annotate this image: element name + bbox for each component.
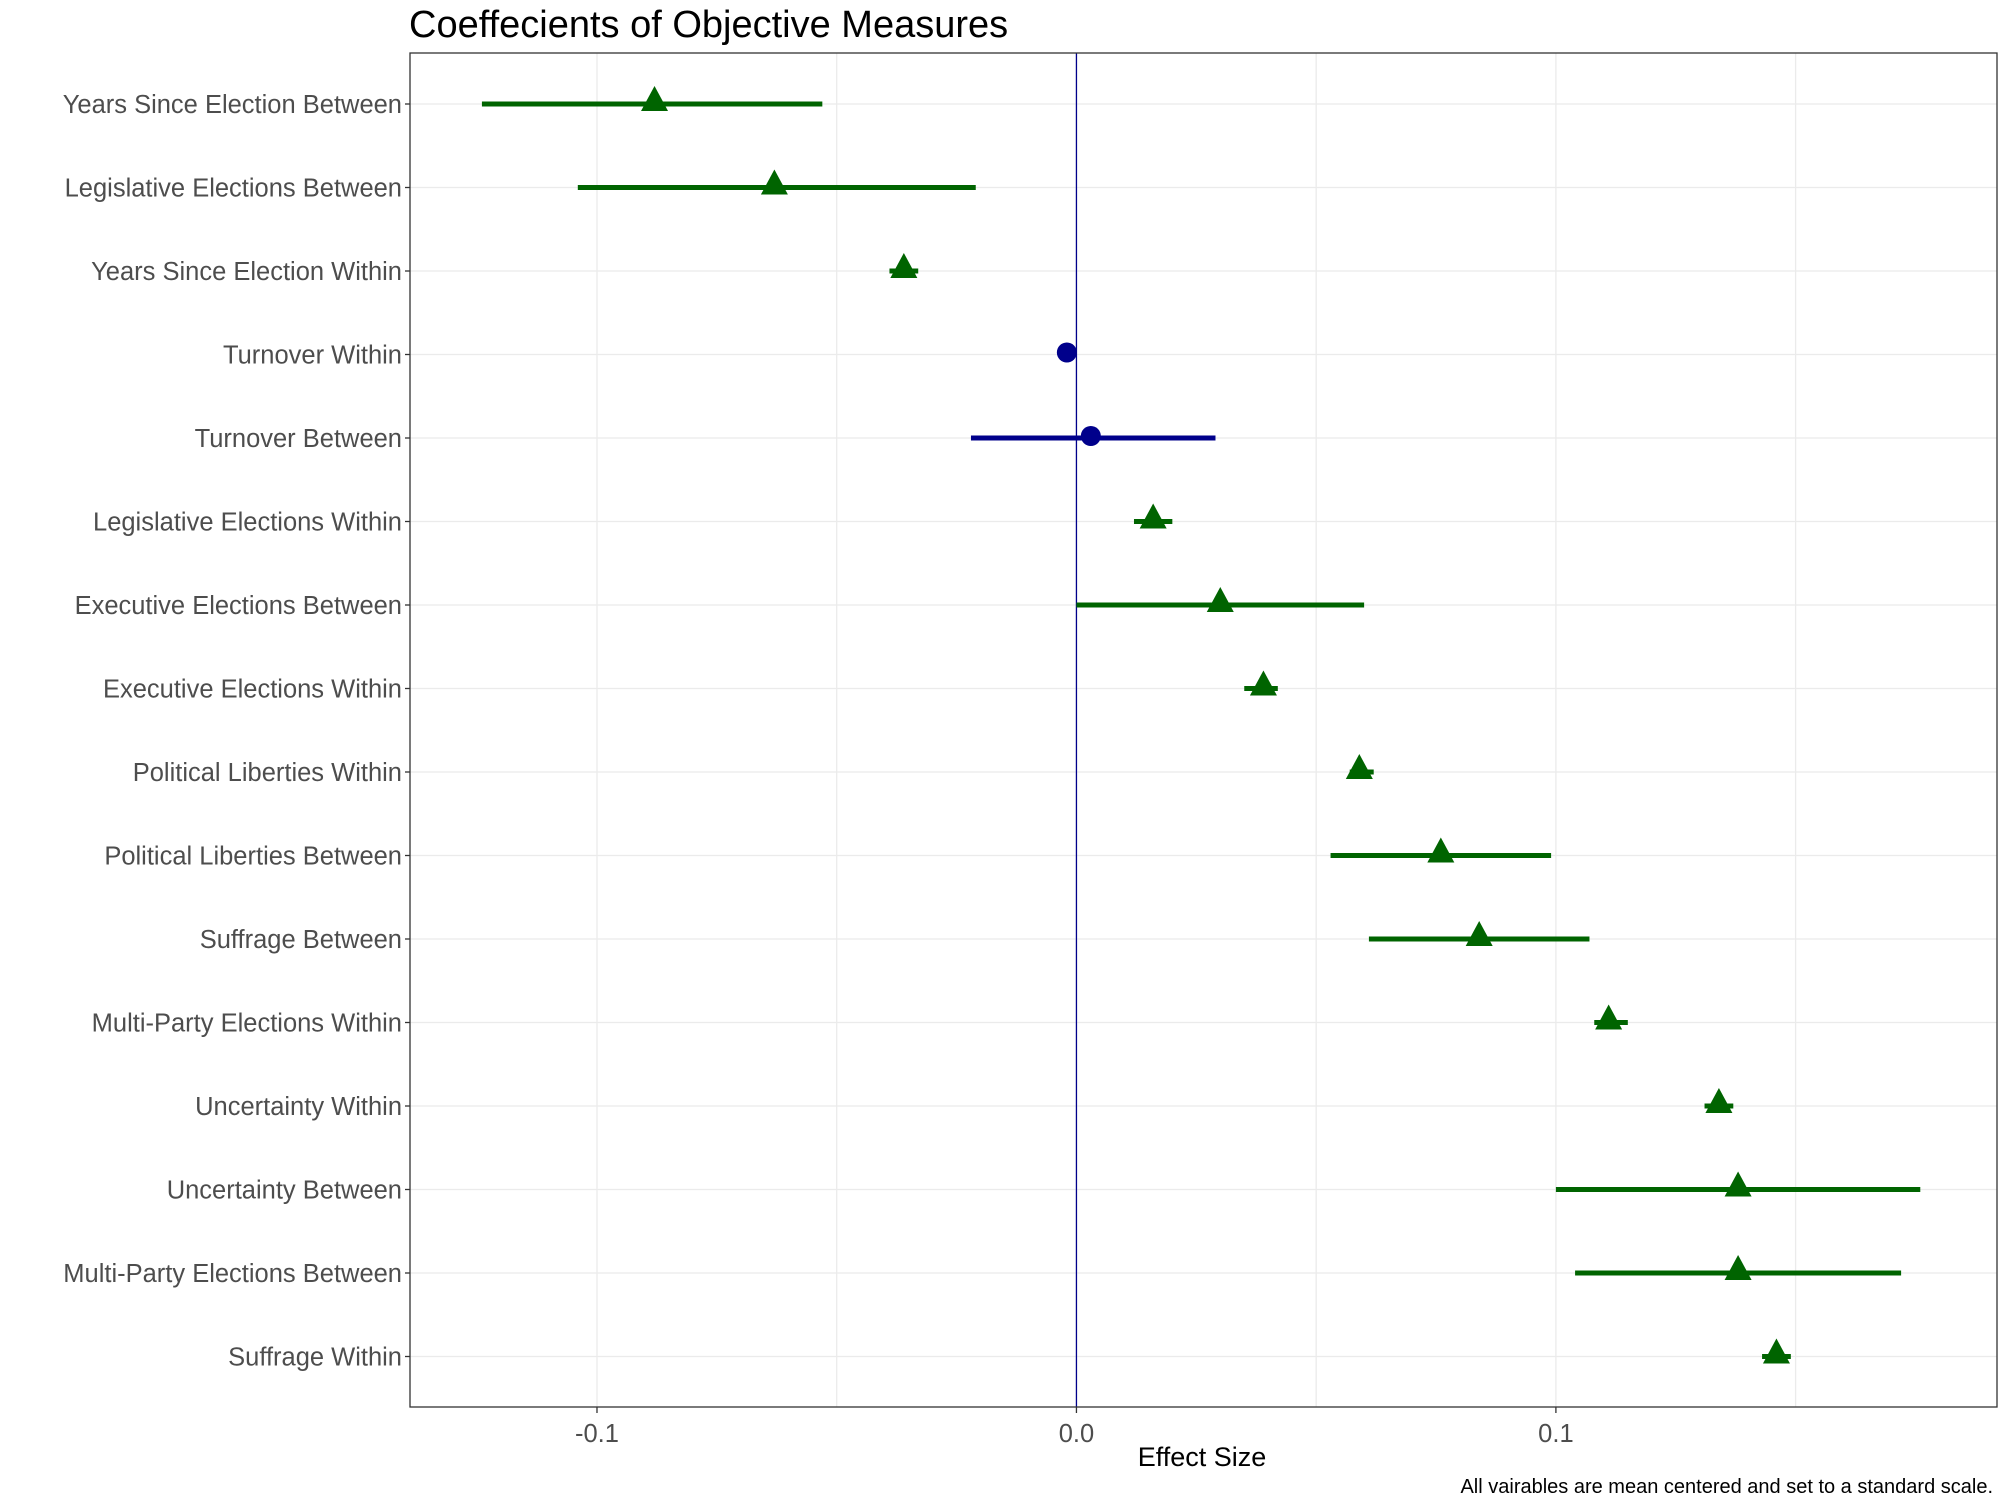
x-tick-label: -0.1 [575,1420,619,1448]
point-estimate [1705,1088,1733,1113]
plot-panel [409,52,1998,1408]
y-tick-label: Multi-Party Elections Between [63,1260,402,1288]
point-estimate [1724,1255,1752,1280]
y-tick-label: Multi-Party Elections Within [92,1010,402,1038]
y-tick-label: Political Liberties Between [104,843,402,871]
y-tick-label: Years Since Election Between [63,91,402,119]
y-tick-label: Executive Elections Between [75,592,402,620]
y-tick-label: Suffrage Within [228,1344,402,1372]
y-tick-label: Years Since Election Within [91,258,402,286]
x-tick-label: 0.0 [1059,1420,1094,1448]
point-estimate [1206,587,1234,612]
point-estimate [1080,426,1101,446]
y-tick-label: Executive Elections Within [103,676,402,704]
data-marks [481,86,1921,1364]
point-estimate [1427,837,1455,863]
y-tick-label: Legislative Elections Within [93,509,402,537]
grid-lines [410,53,1997,1407]
point-estimate [641,86,669,111]
y-tick-label: Legislative Elections Between [65,175,402,203]
x-axis: -0.1 0.0 0.1 [575,1407,1574,1448]
y-tick-label: Uncertainty Within [195,1093,402,1121]
point-estimate [1724,1171,1752,1197]
chart-caption: All vairables are mean centered and set … [1460,1476,1993,1498]
y-tick-label: Political Liberties Within [133,759,402,787]
x-tick-label: 0.1 [1538,1420,1573,1448]
point-estimate [1465,921,1493,946]
y-tick-label: Turnover Within [223,342,402,370]
x-axis-label: Effect Size [1138,1442,1267,1472]
y-tick-label: Suffrage Between [200,926,402,954]
y-tick-label: Turnover Between [195,425,402,453]
point-estimate [1762,1338,1790,1364]
point-estimate [1249,670,1277,696]
y-tick-label: Uncertainty Between [167,1177,402,1205]
point-estimate [1056,342,1077,363]
point-estimate [760,169,788,195]
chart-title: Coeffecients of Objective Measures [409,4,1008,46]
y-axis: Years Since Election Between Legislative … [63,91,410,1372]
point-estimate [890,253,918,278]
point-estimate [1595,1004,1623,1030]
point-estimate [1139,503,1167,529]
point-estimate [1345,754,1373,779]
